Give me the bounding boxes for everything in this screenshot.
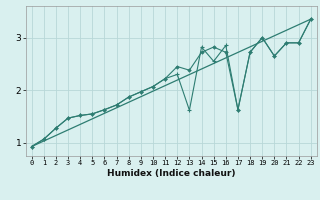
X-axis label: Humidex (Indice chaleur): Humidex (Indice chaleur)	[107, 169, 236, 178]
